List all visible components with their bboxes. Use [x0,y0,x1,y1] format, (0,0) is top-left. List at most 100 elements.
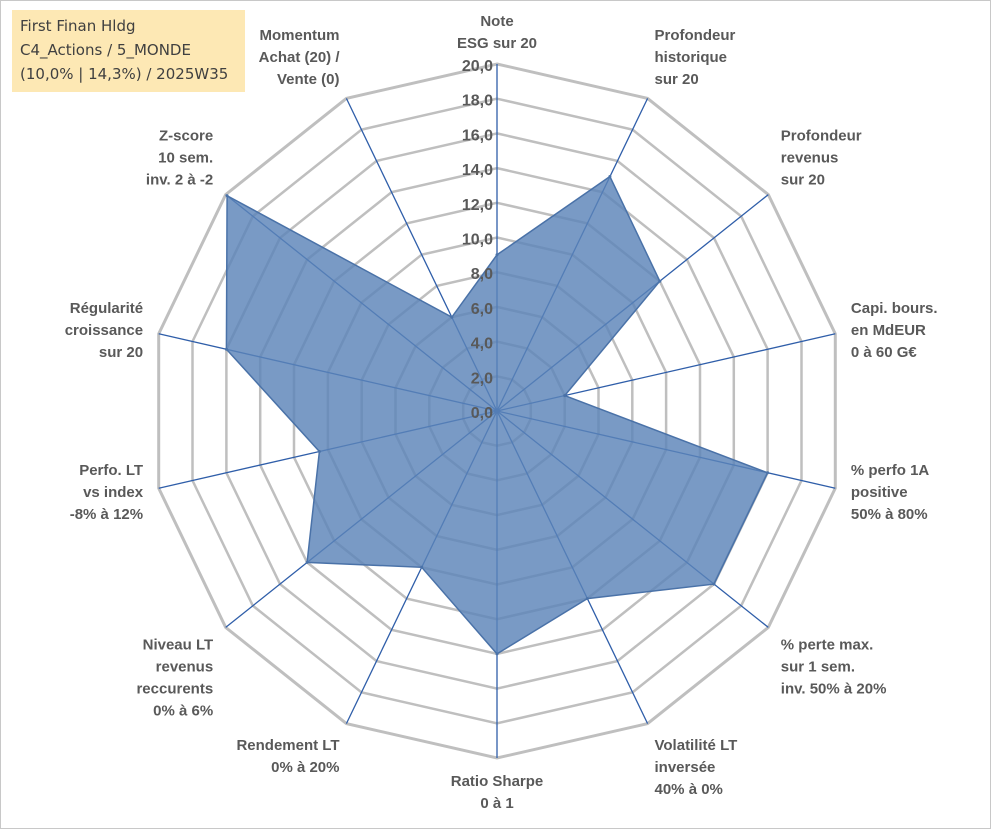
tick-label: 10,0 [462,232,493,249]
category-label-line: sur 20 [781,172,825,189]
category-label-line: positive [851,484,908,501]
category-label-line: 0% à 20% [271,759,339,776]
data-point [495,652,499,656]
data-point [563,394,567,398]
data-point [317,450,321,453]
category-label-line: en MdEUR [851,322,926,339]
category-label: Rendement LT 0% à 20% [236,737,339,776]
category-label-line: 0% à 6% [153,702,213,719]
category-label: % perfo 1A positive 50% à 80% [851,462,930,523]
category-label-line: Note [480,13,513,30]
title-line-1: First Finan Hldg [20,17,136,35]
tick-label: 4,0 [471,336,493,353]
category-label-line: 10 sem. [158,150,213,167]
category-label: Profondeur historique sur 20 [655,27,736,88]
category-label-line: inv. 2 à -2 [146,172,213,189]
category-label: Capi. bours. en MdEUR 0 à 60 G€ [851,300,938,361]
category-label: Régularité croissance sur 20 [65,300,143,361]
category-label-line: historique [655,49,728,66]
category-label: Ratio Sharpe 0 à 1 [451,773,544,812]
category-label-line: revenus [781,150,839,167]
category-label: Z-score 10 sem. inv. 2 à -2 [146,128,213,189]
data-point [658,279,662,283]
category-label-line: Perfo. LT [79,462,143,479]
category-label-line: Capi. bours. [851,300,938,317]
category-label-line: 0 à 60 G€ [851,344,918,361]
category-label-text: Momentum Achat (20) / Vente (0) [259,27,341,88]
tick-label: 2,0 [471,370,493,387]
category-label-line: sur 20 [655,71,699,88]
category-label-line: % perfo 1A [851,462,930,479]
category-label: Momentum Achat (20) / Vente (0) [259,27,341,88]
data-point [608,175,612,178]
category-label-text: Profondeur historique sur 20 [655,27,736,88]
category-label-line: inv. 50% à 20% [781,680,887,697]
category-label-line: sur 20 [99,344,143,361]
category-label-line: Profondeur [781,128,862,145]
category-label-line: inversée [655,759,716,776]
category-label-line: 0 à 1 [480,795,513,812]
radar-series [224,175,770,656]
category-label-text: Z-score 10 sem. inv. 2 à -2 [146,128,213,189]
category-label: Note ESG sur 20 [457,13,537,52]
category-label-line: 40% à 0% [655,781,723,798]
category-label-line: Volatilité LT [655,737,738,754]
category-label-line: ESG sur 20 [457,35,537,52]
data-point [450,315,454,319]
data-point [495,253,499,257]
category-label: Profondeur revenus sur 20 [781,128,862,189]
category-label-line: Régularité [70,300,143,317]
category-label-line: Niveau LT [143,636,214,653]
category-label-line: Rendement LT [236,737,339,754]
category-label-line: Achat (20) / [259,49,341,66]
category-label: Volatilité LT inversée 40% à 0% [655,737,738,798]
category-label-line: Ratio Sharpe [451,773,544,790]
tick-label: 6,0 [471,301,493,318]
category-label-line: croissance [65,322,143,339]
category-label-line: Vente (0) [277,71,340,88]
category-label: Niveau LT revenus reccurents 0% à 6% [136,636,213,719]
category-label-text: Niveau LT revenus reccurents 0% à 6% [136,636,213,719]
data-point [585,597,589,601]
category-label: % perte max. sur 1 sem. inv. 50% à 20% [781,636,887,697]
category-label-line: % perte max. [781,636,874,653]
radial-tick-labels: 0,0 2,0 4,0 6,0 8,0 10,0 12,0 14,0 16,0 18,0 20,0 [462,58,493,422]
category-label-line: 50% à 80% [851,506,928,523]
category-label-line: -8% à 12% [70,506,143,523]
data-point [420,565,424,569]
tick-label: 12,0 [462,197,493,214]
category-label-line: sur 1 sem. [781,658,855,675]
tick-label: 16,0 [462,127,493,144]
category-label-line: reccurents [136,680,213,697]
category-label-text: Régularité croissance sur 20 [65,300,143,361]
data-point [225,194,229,198]
category-label-text: Ratio Sharpe 0 à 1 [451,773,544,812]
data-point [766,471,770,475]
title-line-3: (10,0% | 14,3%) / 2025W35 [20,65,229,83]
category-label-text: Note ESG sur 20 [457,13,537,52]
category-label-text: % perfo 1A positive 50% à 80% [851,462,930,523]
category-label-line: revenus [156,658,214,675]
category-label-line: Z-score [159,128,213,145]
category-labels: Note ESG sur 20 Profondeur historique sur 20… [65,13,938,812]
tick-label: 18,0 [462,93,493,110]
data-point [712,582,716,586]
category-label-text: Rendement LT 0% à 20% [236,737,339,776]
category-label-text: % perte max. sur 1 sem. inv. 50% à 20% [781,636,887,697]
category-label-text: Perfo. LT vs index -8% à 12% [70,462,144,523]
category-label: Perfo. LT vs index -8% à 12% [70,462,144,523]
tick-label: 0,0 [471,405,493,422]
category-label-line: Profondeur [655,27,736,44]
category-label-text: Capi. bours. en MdEUR 0 à 60 G€ [851,300,938,361]
tick-label: 8,0 [471,266,493,283]
data-point [305,560,309,564]
title-line-2: C4_Actions / 5_MONDE [20,41,191,59]
category-label-text: Profondeur revenus sur 20 [781,128,862,189]
category-label-line: Momentum [260,27,340,44]
tick-label: 20,0 [462,58,493,75]
tick-label: 14,0 [462,162,493,179]
category-label-text: Volatilité LT inversée 40% à 0% [655,737,738,798]
data-point [224,347,228,351]
chart-title-box: First Finan Hldg C4_Actions / 5_MONDE (1… [12,10,245,92]
